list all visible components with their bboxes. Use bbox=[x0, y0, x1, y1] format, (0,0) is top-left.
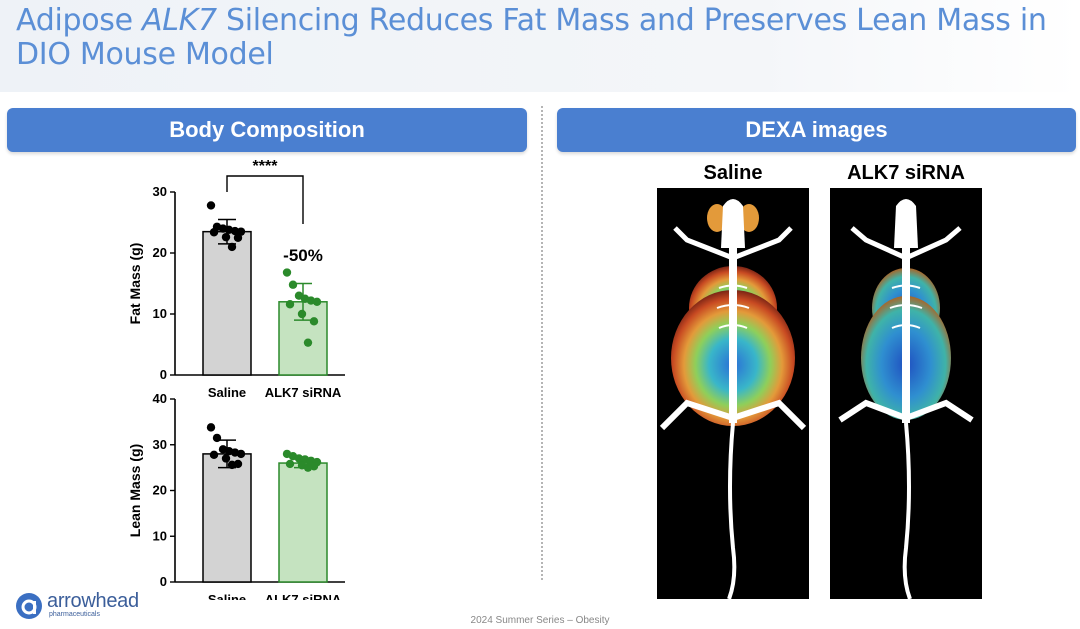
y-tick-label: 0 bbox=[160, 367, 167, 382]
data-point bbox=[303, 463, 313, 472]
dexa-images-header: DEXA images bbox=[557, 108, 1076, 152]
data-point bbox=[236, 449, 246, 459]
y-tick-label: 20 bbox=[153, 245, 167, 260]
data-point bbox=[221, 232, 231, 242]
footer-text: 2024 Summer Series – Obesity bbox=[470, 615, 610, 626]
y-tick-label: 0 bbox=[160, 574, 167, 589]
company-logo: arrowhead pharmaceuticals bbox=[15, 590, 155, 622]
dexa-image-alk7 bbox=[830, 188, 982, 599]
data-point bbox=[206, 201, 216, 210]
data-point bbox=[303, 338, 313, 347]
y-axis-label: Lean Mass (g) bbox=[127, 444, 143, 537]
logo-wordmark: arrowhead bbox=[47, 590, 139, 612]
bar-saline bbox=[202, 230, 252, 376]
body-composition-charts: 0 10 20 30 Fat Mass (g) Saline ALK7 siRNA **** -… bbox=[127, 158, 345, 600]
data-point bbox=[282, 268, 292, 277]
y-tick-label: 10 bbox=[153, 306, 167, 321]
data-point bbox=[297, 309, 307, 319]
data-point bbox=[221, 454, 231, 463]
data-point bbox=[206, 423, 216, 432]
category-label: ALK7 siRNA bbox=[265, 385, 342, 400]
section-divider bbox=[541, 106, 543, 580]
bar-alk7-sirna bbox=[278, 462, 328, 583]
data-point bbox=[312, 297, 322, 306]
percent-change-label: -50% bbox=[283, 246, 323, 265]
y-tick-label: 10 bbox=[153, 528, 167, 543]
y-axis-label: Fat Mass (g) bbox=[127, 243, 143, 325]
y-tick-label: 30 bbox=[153, 437, 167, 452]
dexa-label-alk7: ALK7 siRNA bbox=[847, 162, 965, 184]
bar-saline bbox=[202, 453, 252, 583]
body-composition-header: Body Composition bbox=[7, 108, 527, 152]
significance-bracket bbox=[226, 175, 304, 224]
significance-label: **** bbox=[253, 158, 279, 175]
data-point bbox=[285, 300, 295, 309]
fat-mass-chart: 0 10 20 30 Fat Mass (g) Saline ALK7 siRNA **** -… bbox=[127, 158, 345, 400]
y-tick-label: 30 bbox=[153, 184, 167, 199]
data-point bbox=[285, 459, 295, 469]
category-label: ALK7 siRNA bbox=[265, 592, 342, 600]
slide-title: Adipose ALK7 Silencing Reduces Fat Mass … bbox=[16, 3, 1047, 72]
data-point bbox=[212, 433, 222, 443]
category-label: Saline bbox=[208, 385, 246, 400]
data-point bbox=[227, 460, 237, 470]
dexa-image-saline bbox=[657, 188, 809, 599]
logo-subtext: pharmaceuticals bbox=[49, 611, 100, 618]
data-point bbox=[309, 317, 319, 326]
data-point bbox=[288, 280, 298, 289]
y-tick-label: 20 bbox=[153, 483, 167, 498]
arrowhead-logo-icon bbox=[16, 593, 42, 619]
category-label: Saline bbox=[208, 592, 246, 600]
y-tick-label: 40 bbox=[153, 391, 167, 406]
data-point bbox=[209, 450, 219, 460]
data-point bbox=[227, 242, 237, 252]
header-band bbox=[0, 0, 1080, 92]
data-point bbox=[209, 228, 219, 237]
lean-mass-chart: 0 10 20 30 40 Lean Mass (g) Saline ALK7 siRNA bbox=[127, 391, 345, 600]
dexa-label-saline: Saline bbox=[703, 162, 763, 184]
data-point bbox=[233, 233, 243, 242]
